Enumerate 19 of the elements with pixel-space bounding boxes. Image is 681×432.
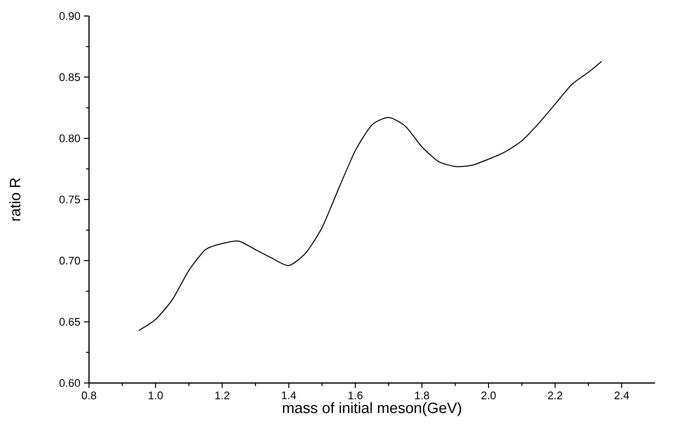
x-tick-label: 2.4 (614, 392, 630, 400)
y-tick-label: 0.90 (59, 12, 80, 20)
y-tick-label: 0.65 (59, 318, 80, 326)
y-tick-label: 0.70 (59, 256, 80, 265)
x-tick-label: 0.8 (82, 392, 96, 400)
x-tick-label: 1.2 (215, 392, 230, 400)
x-tick-label: 2.0 (481, 392, 496, 400)
x-tick-label: 1.0 (148, 392, 163, 400)
x-axis-title: mass of initial meson(GeV) (282, 402, 462, 416)
x-tick-label: 1.4 (282, 392, 296, 400)
x-tick-label: 1.8 (415, 392, 430, 400)
line-series (138, 60, 602, 331)
y-tick-label: 0.80 (59, 134, 80, 142)
y-tick-label: 0.60 (59, 379, 80, 387)
x-tick-label: 2.2 (548, 392, 562, 400)
x-tick-label: 1.6 (348, 392, 363, 400)
y-tick-label: 0.75 (59, 196, 80, 204)
y-tick-label: 0.85 (59, 73, 80, 82)
y-axis-title: ratio R (9, 178, 20, 221)
